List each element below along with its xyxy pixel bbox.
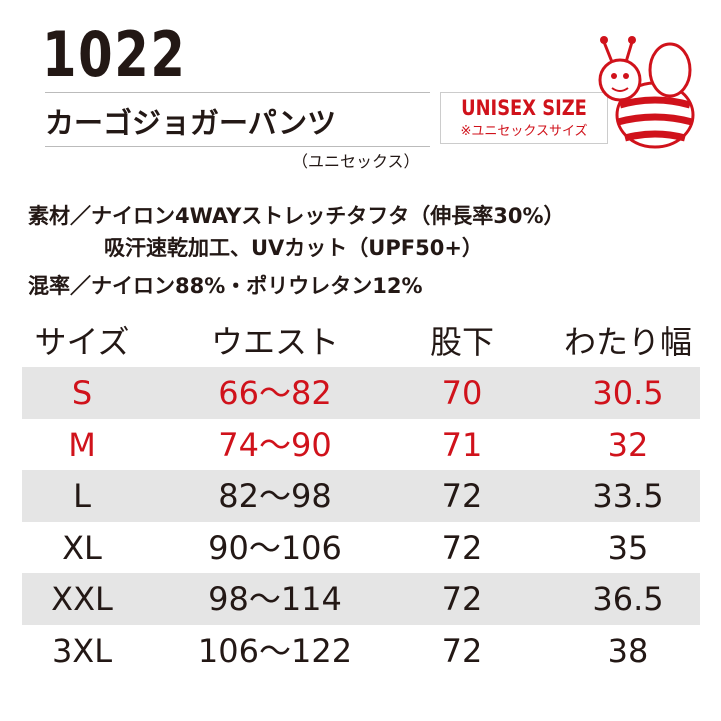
- table-cell: 72: [441, 528, 483, 567]
- table-cell: XL: [62, 528, 102, 567]
- table-cell: 72: [441, 477, 483, 515]
- badge-subtitle: ※ユニセックスサイズ: [460, 124, 588, 139]
- product-name: カーゴジョガーパンツ: [45, 106, 337, 140]
- spec-line: 吸汗速乾加工、UVカット（UPF50+）: [104, 236, 483, 260]
- table-cell: S: [71, 374, 93, 412]
- table-cell: わたり幅: [563, 323, 692, 361]
- rule: [45, 146, 430, 147]
- table-cell: 82～98: [218, 477, 332, 515]
- bee-mascot: [598, 36, 695, 149]
- table-cell: サイズ: [34, 323, 130, 361]
- table-cell: 74～90: [218, 425, 332, 464]
- table-cell: 股下: [429, 323, 494, 361]
- table-cell: 33.5: [592, 477, 664, 515]
- table-cell: 36.5: [592, 580, 664, 618]
- table-row: XXL 98～114 72 36.5: [22, 573, 700, 625]
- table-cell: 35: [607, 528, 649, 567]
- table-cell: 98～114: [208, 580, 342, 618]
- table-header: サイズ ウエスト 股下 わたり幅: [22, 316, 700, 368]
- table-cell: 72: [441, 580, 483, 618]
- model-number: 1022: [42, 18, 187, 91]
- table-cell: 66～82: [218, 374, 332, 412]
- table-cell: M: [68, 425, 96, 464]
- table-cell: 32: [607, 425, 649, 464]
- table-row: S 66～82 70 30.5: [22, 367, 700, 419]
- badge-title: UNISEX SIZE: [461, 96, 587, 120]
- table-row: M 74～90 71 32: [22, 419, 700, 471]
- table-cell: 30.5: [592, 374, 664, 412]
- table-cell: 3XL: [51, 631, 113, 670]
- table-cell: L: [73, 477, 91, 515]
- table-cell: ウエスト: [210, 323, 339, 361]
- table-cell: 106～122: [197, 631, 353, 670]
- unisex-badge: UNISEX SIZE ※ユニセックスサイズ: [440, 92, 608, 144]
- table-row: 3XL 106～122 72 38: [22, 625, 700, 677]
- table-cell: 71: [441, 425, 483, 464]
- product-reading: （ユニセックス）: [292, 152, 420, 171]
- table-cell: 72: [441, 631, 483, 670]
- spec-line: 混率／ナイロン88%・ポリウレタン12%: [28, 274, 423, 298]
- rule: [45, 92, 430, 93]
- table-row: L 82～98 72 33.5: [22, 470, 700, 522]
- table-cell: 70: [441, 374, 483, 412]
- table-cell: 90～106: [208, 528, 342, 567]
- table-cell: XXL: [51, 580, 113, 618]
- spec-line: 素材／ナイロン4WAYストレッチタフタ（伸長率30%）: [28, 204, 565, 228]
- table-cell: 38: [607, 631, 649, 670]
- table-row: XL 90～106 72 35: [22, 522, 700, 574]
